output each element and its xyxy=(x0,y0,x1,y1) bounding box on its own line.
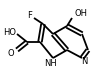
Text: NH: NH xyxy=(44,58,56,68)
Text: O: O xyxy=(8,48,14,58)
Text: F: F xyxy=(28,10,32,20)
Text: N: N xyxy=(81,56,87,66)
Text: HO: HO xyxy=(3,28,16,36)
Text: OH: OH xyxy=(74,8,87,18)
